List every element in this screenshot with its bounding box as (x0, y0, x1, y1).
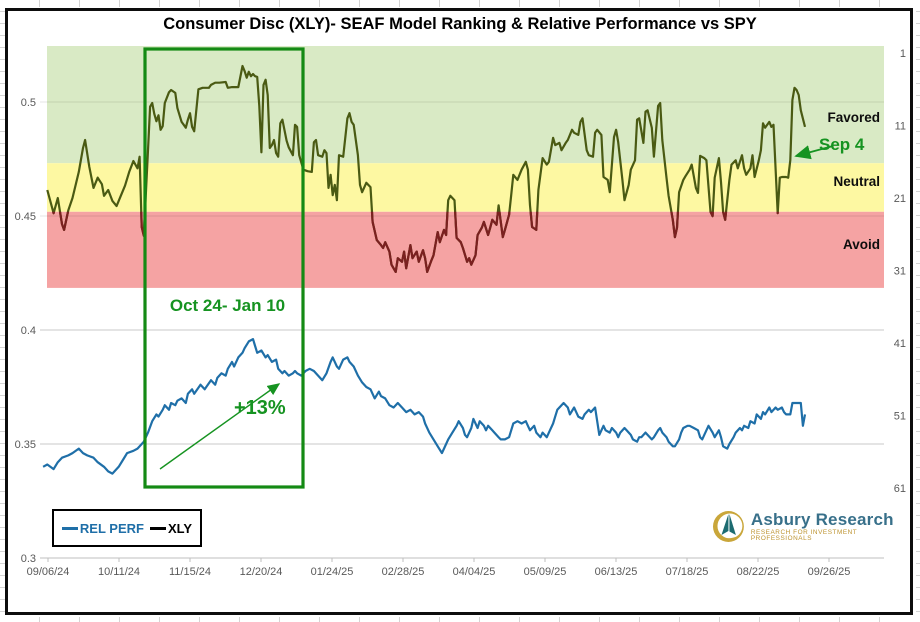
xly-line-sample (149, 526, 166, 530)
chart-title: Consumer Disc (XLY)- SEAF Model Ranking … (163, 15, 757, 33)
legend-label-rel-perf: REL PERF (79, 520, 144, 536)
sheet-column-ticks-bottom (0, 617, 920, 622)
legend-label-xly: XLY (167, 520, 193, 536)
annotation-gain-label: +13% (234, 397, 286, 419)
rel-perf-line-sample (61, 526, 78, 530)
sheet-row-ticks-left (0, 0, 5, 622)
legend-item-xly: XLY (149, 520, 193, 536)
annotation-range-label: Oct 24- Jan 10 (169, 296, 286, 315)
logo-tagline: RESEARCH FOR INVESTMENT PROFESSIONALS (750, 528, 858, 542)
zone-label-avoid: Avoid (843, 237, 880, 252)
asbury-logo-icon (712, 511, 744, 542)
asbury-research-logo: Asbury Research RESEARCH FOR INVESTMENT … (712, 510, 920, 543)
sheet-column-ticks-top (0, 0, 920, 7)
zone-label-favored: Favored (827, 110, 880, 125)
sheet-row-ticks-right (916, 0, 920, 622)
legend-item-rel-perf: REL PERF (61, 520, 144, 536)
chart-legend[interactable]: REL PERF XLY (52, 509, 202, 547)
annotation-date-label: Sep 4 (819, 135, 865, 154)
zone-label-neutral: Neutral (833, 174, 880, 189)
logo-name: Asbury Research (750, 509, 894, 529)
